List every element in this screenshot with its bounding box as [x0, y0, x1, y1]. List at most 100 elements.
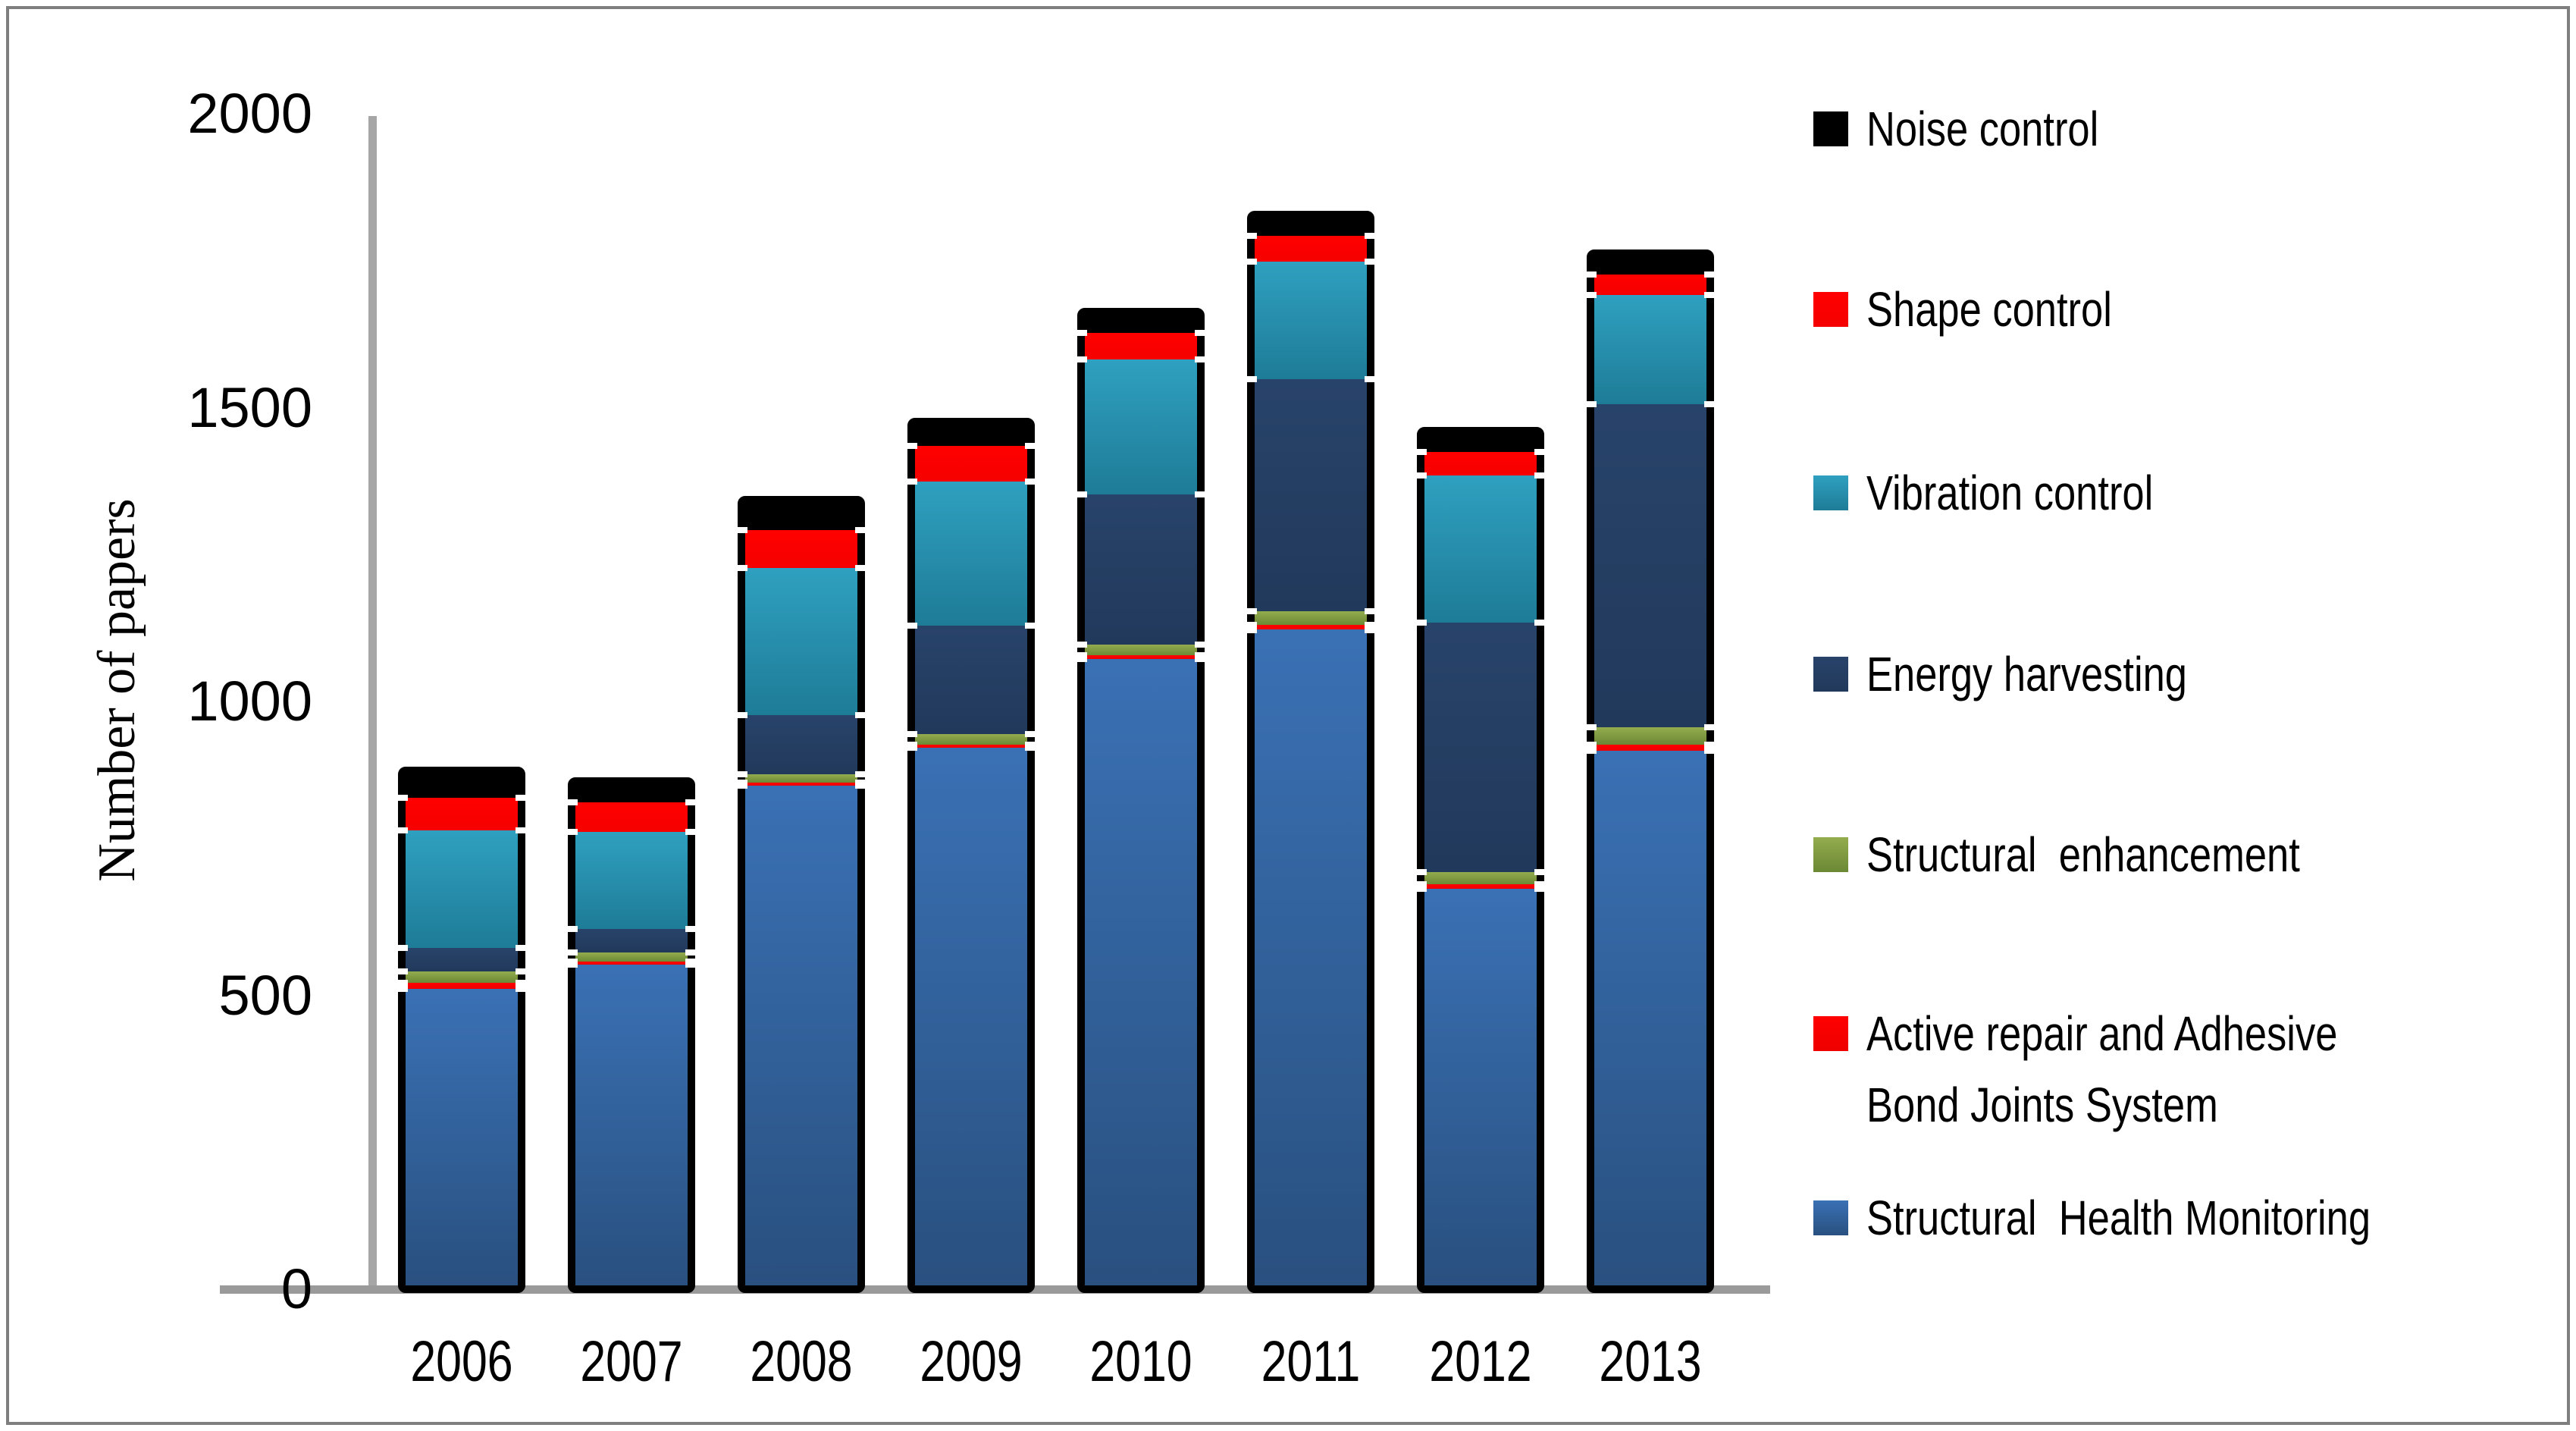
segment-active_repair-2008 — [745, 783, 857, 786]
legend-chip-enhancement — [1813, 837, 1848, 872]
bar-outline-notch — [906, 443, 917, 450]
legend-label: Energy harvesting — [1866, 647, 2187, 701]
bar-outline-notch — [1365, 626, 1376, 633]
segment-vibration-2008 — [745, 568, 857, 715]
bar-outline-notch — [1025, 730, 1036, 737]
y-tick-1500: 1500 — [187, 375, 312, 439]
segment-noise-2013 — [1594, 257, 1706, 275]
bar-outline-notch — [1246, 375, 1257, 382]
bar-2011 — [1246, 211, 1376, 1293]
segment-shm-2010 — [1085, 659, 1197, 1285]
bar-outline-notch — [1195, 356, 1206, 363]
segment-active_repair-2007 — [575, 961, 688, 965]
bar-outline-notch — [1025, 744, 1036, 751]
segment-shm-2013 — [1594, 751, 1706, 1286]
segment-energy-2012 — [1424, 623, 1537, 873]
bar-outline-notch — [516, 968, 527, 974]
x-tick-2010: 2010 — [1089, 1329, 1192, 1394]
segment-shape-2012 — [1424, 452, 1537, 476]
bar-outline-notch — [1704, 748, 1716, 754]
y-tick-500: 500 — [218, 963, 312, 1027]
bar-outline-notch — [1415, 472, 1427, 479]
bar-outline-notch — [516, 795, 527, 801]
legend-label: Vibration control — [1866, 466, 2154, 520]
x-tick-2012: 2012 — [1429, 1329, 1532, 1394]
segment-noise-2009 — [915, 425, 1027, 447]
x-tick-2008: 2008 — [750, 1329, 853, 1394]
segment-enhancement-2008 — [745, 774, 857, 783]
bar-outline-notch — [1365, 607, 1376, 614]
bar-outline-notch — [1025, 622, 1036, 629]
bar-outline-notch — [855, 783, 867, 789]
segment-enhancement-2010 — [1085, 645, 1197, 655]
segment-energy-2013 — [1594, 403, 1706, 727]
y-tick-2000: 2000 — [187, 82, 312, 145]
bar-outline-notch — [1076, 642, 1087, 648]
bar-outline-notch — [1585, 748, 1597, 754]
bar-outline-notch — [855, 712, 867, 718]
bar-outline-notch — [1704, 292, 1716, 299]
legend-chip-vibration — [1813, 475, 1848, 510]
bar-outline-notch — [855, 565, 867, 572]
bar-outline-notch — [1585, 742, 1597, 748]
bar-outline-notch — [1704, 724, 1716, 730]
bar-2009 — [906, 418, 1036, 1293]
segment-active_repair-2012 — [1424, 883, 1537, 890]
bar-outline-notch — [1534, 886, 1546, 893]
bar-outline-notch — [396, 944, 408, 951]
bar-outline-notch — [1534, 472, 1546, 479]
bar-outline-notch — [1585, 292, 1597, 299]
segment-enhancement-2011 — [1255, 610, 1367, 626]
bar-outline-notch — [1076, 491, 1087, 498]
bar-outline-notch — [685, 958, 697, 965]
x-tick-2006: 2006 — [410, 1329, 513, 1394]
bar-outline-notch — [1076, 656, 1087, 663]
bar-outline-notch — [396, 980, 408, 987]
legend-label: Noise control — [1866, 102, 2099, 156]
bar-outline-notch — [1076, 330, 1087, 337]
bar-outline-notch — [1365, 622, 1376, 629]
bar-outline-notch — [1585, 400, 1597, 407]
bar-outline-notch — [396, 795, 408, 801]
bar-outline-notch — [1195, 656, 1206, 663]
bar-outline-notch — [906, 744, 917, 751]
bar-outline-notch — [566, 958, 578, 965]
bar-outline-notch — [566, 925, 578, 932]
legend-chip-shape — [1813, 292, 1848, 327]
bar-2008 — [736, 496, 867, 1293]
bar-outline-notch — [685, 799, 697, 806]
bar-outline-notch — [566, 962, 578, 968]
bar-outline-notch — [1246, 622, 1257, 629]
segment-enhancement-2009 — [915, 733, 1027, 745]
figure-border — [6, 6, 2570, 1425]
segment-vibration-2011 — [1255, 261, 1367, 379]
bar-outline-notch — [736, 526, 747, 533]
y-tick-0: 0 — [280, 1257, 312, 1320]
segment-active_repair-2006 — [406, 983, 518, 989]
bar-outline-notch — [1415, 620, 1427, 626]
segment-enhancement-2012 — [1424, 872, 1537, 884]
segment-active_repair-2011 — [1255, 625, 1367, 630]
bar-outline-notch — [1534, 620, 1546, 626]
segment-shape-2011 — [1255, 236, 1367, 262]
bar-outline-notch — [1025, 443, 1036, 450]
bar-outline-notch — [1704, 271, 1716, 278]
bar-2012 — [1415, 427, 1546, 1293]
legend-chip-shm — [1813, 1200, 1848, 1235]
y-tick-1000: 1000 — [187, 670, 312, 733]
bar-outline-notch — [1246, 626, 1257, 633]
x-tick-2009: 2009 — [920, 1329, 1023, 1394]
bar-outline-notch — [1195, 330, 1206, 337]
segment-shm-2011 — [1255, 629, 1367, 1285]
bar-outline-notch — [1415, 886, 1427, 893]
segment-active_repair-2010 — [1085, 654, 1197, 660]
segment-noise-2010 — [1085, 315, 1197, 334]
bar-2007 — [566, 777, 697, 1293]
legend-chip-energy — [1813, 657, 1848, 692]
bar-2013 — [1585, 249, 1716, 1293]
bar-outline-notch — [396, 968, 408, 974]
segment-noise-2011 — [1255, 218, 1367, 237]
bar-outline-notch — [1415, 880, 1427, 887]
legend-label: Shape control — [1866, 282, 2112, 337]
